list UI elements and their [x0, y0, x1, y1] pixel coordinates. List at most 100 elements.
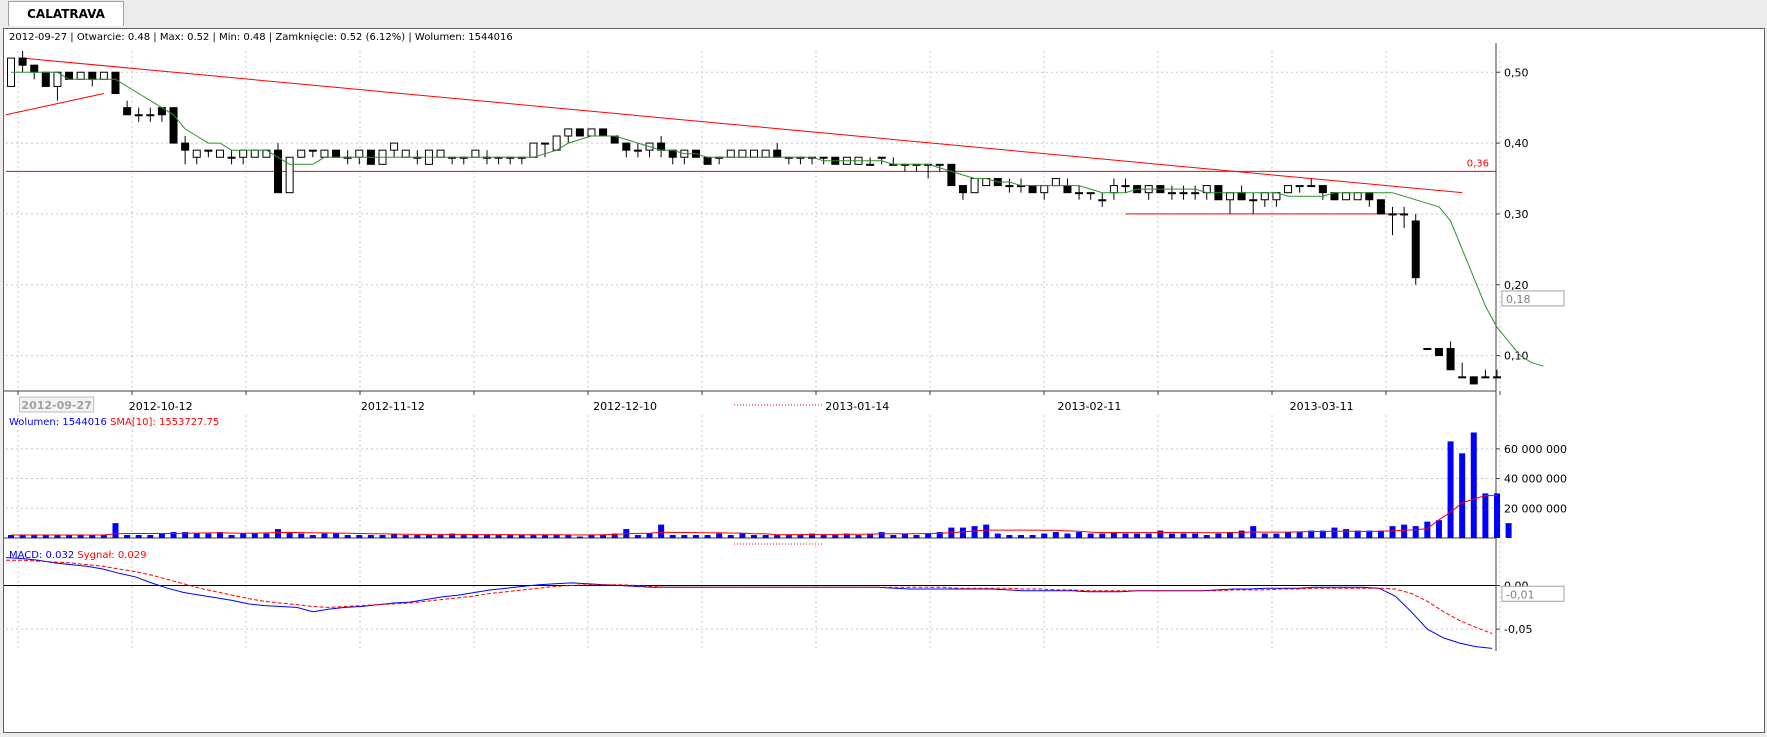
- candle-bull: [552, 135, 561, 151]
- candle-bull: [146, 114, 155, 117]
- volume-bar: [158, 533, 165, 538]
- info-open-label: Otwarcie:: [76, 32, 125, 43]
- volume-bar: [1192, 533, 1199, 538]
- candle-bull: [99, 71, 108, 80]
- volume-bar: [379, 535, 386, 538]
- candle-bull: [1075, 192, 1084, 195]
- candle-bear: [1411, 220, 1420, 279]
- volume-bar: [1052, 532, 1059, 538]
- volume-sma-line: [11, 494, 1498, 536]
- stock-chart[interactable]: 2012-09-27 2012-10-12 2012-11-12 2012-12-10…: [4, 29, 1764, 732]
- volume-bar: [1261, 533, 1268, 538]
- candle-bull: [1284, 185, 1293, 194]
- volume-bar: [8, 535, 14, 538]
- y-tick-label: 0,50: [1504, 66, 1529, 79]
- candle-bull: [750, 149, 758, 158]
- volume-bar: [634, 535, 641, 538]
- volume-bar: [321, 533, 328, 538]
- candle-bull: [297, 149, 306, 158]
- volume-bar: [542, 535, 549, 538]
- volume-bar: [518, 535, 525, 538]
- x-tick-label: 2013-03-11: [1290, 400, 1354, 413]
- volume-info-line: Wolumen: 1544016 SMA[10]: 1553727.75: [9, 417, 219, 428]
- volume-bar: [42, 535, 49, 538]
- volume-bar: [391, 533, 398, 538]
- volume-bar: [1285, 532, 1292, 538]
- candle-bull: [1353, 192, 1362, 201]
- volume-bar: [1134, 533, 1141, 538]
- volume-bar: [611, 533, 618, 538]
- sma-label: SMA[10]:: [110, 417, 156, 428]
- candle-bull: [204, 149, 213, 152]
- volume-bar: [832, 535, 839, 538]
- volume-bar: [1180, 533, 1187, 538]
- candle-bear: [1469, 376, 1478, 385]
- candle-bear: [773, 149, 782, 158]
- candle-bear: [169, 107, 178, 144]
- volume-bar: [1099, 533, 1106, 538]
- x-tick-label: 2012-12-10: [593, 400, 657, 413]
- volume-bar: [925, 533, 932, 538]
- candle-bull: [436, 149, 445, 158]
- volume-bar: [646, 533, 653, 538]
- volume-bar: [77, 535, 84, 538]
- candle-bull: [970, 178, 979, 194]
- candle-bull: [76, 71, 85, 80]
- volume-y-tick-label: 40 000 000: [1504, 473, 1567, 486]
- candle-bull: [1191, 192, 1200, 195]
- volume-bar: [890, 535, 897, 538]
- macd-label: MACD:: [9, 550, 43, 561]
- volume-bar: [286, 532, 293, 538]
- candle-bull: [308, 149, 317, 152]
- info-volume-label: Wolumen:: [414, 32, 466, 43]
- volume-bar: [1238, 530, 1245, 538]
- volume-bar: [1459, 453, 1466, 538]
- candle-bear: [123, 107, 132, 116]
- volume-bar: [66, 535, 73, 538]
- cursor-date-box: [19, 396, 95, 413]
- candle-bull: [1423, 348, 1432, 350]
- candle-bull: [866, 163, 875, 166]
- volume-bar: [1470, 432, 1477, 538]
- x-tick-label: 2012-11-12: [361, 400, 425, 413]
- candle-bull: [1167, 192, 1176, 195]
- volume-bar: [1505, 523, 1512, 538]
- y-tick-label: 0,20: [1504, 279, 1529, 292]
- volume-bar: [1157, 530, 1164, 538]
- candle-bull: [819, 156, 828, 159]
- volume-bar: [112, 523, 119, 538]
- volume-bar: [275, 529, 282, 538]
- volume-bar: [576, 536, 583, 538]
- candle-bear: [88, 71, 97, 80]
- candle-bull: [1005, 185, 1014, 188]
- volume-bar: [1354, 530, 1361, 538]
- volume-bar: [1447, 441, 1454, 538]
- candle-bear: [1446, 348, 1455, 371]
- candle-bear: [1376, 199, 1385, 215]
- volume-bar: [797, 535, 804, 538]
- volume-bar: [414, 535, 421, 538]
- volume-bar: [1122, 533, 1129, 538]
- trend-line-down: [22, 57, 1463, 194]
- candle-bull: [1179, 192, 1188, 195]
- volume-value: 1544016: [62, 417, 107, 428]
- tab-calatrava[interactable]: CALATRAVA: [8, 1, 124, 26]
- volume-bar: [692, 535, 699, 538]
- macd-line: [5, 557, 1493, 649]
- candle-bull: [1098, 199, 1107, 202]
- horizontal-level-label: 0,36: [1467, 158, 1489, 169]
- volume-bar: [669, 535, 676, 538]
- candle-bull: [1458, 376, 1467, 379]
- candle-bear: [599, 128, 608, 137]
- candle-bear: [111, 71, 120, 94]
- volume-bar: [704, 535, 711, 538]
- candle-bear: [1063, 185, 1072, 194]
- candle-bear: [958, 185, 967, 194]
- info-date: 2012-09-27: [9, 32, 68, 43]
- candle-bull: [1493, 376, 1501, 379]
- candle-bear: [1318, 185, 1327, 194]
- volume-bar: [472, 535, 479, 538]
- candle-bull: [1295, 185, 1304, 188]
- volume-bar: [1145, 533, 1152, 538]
- volume-bar: [878, 532, 885, 538]
